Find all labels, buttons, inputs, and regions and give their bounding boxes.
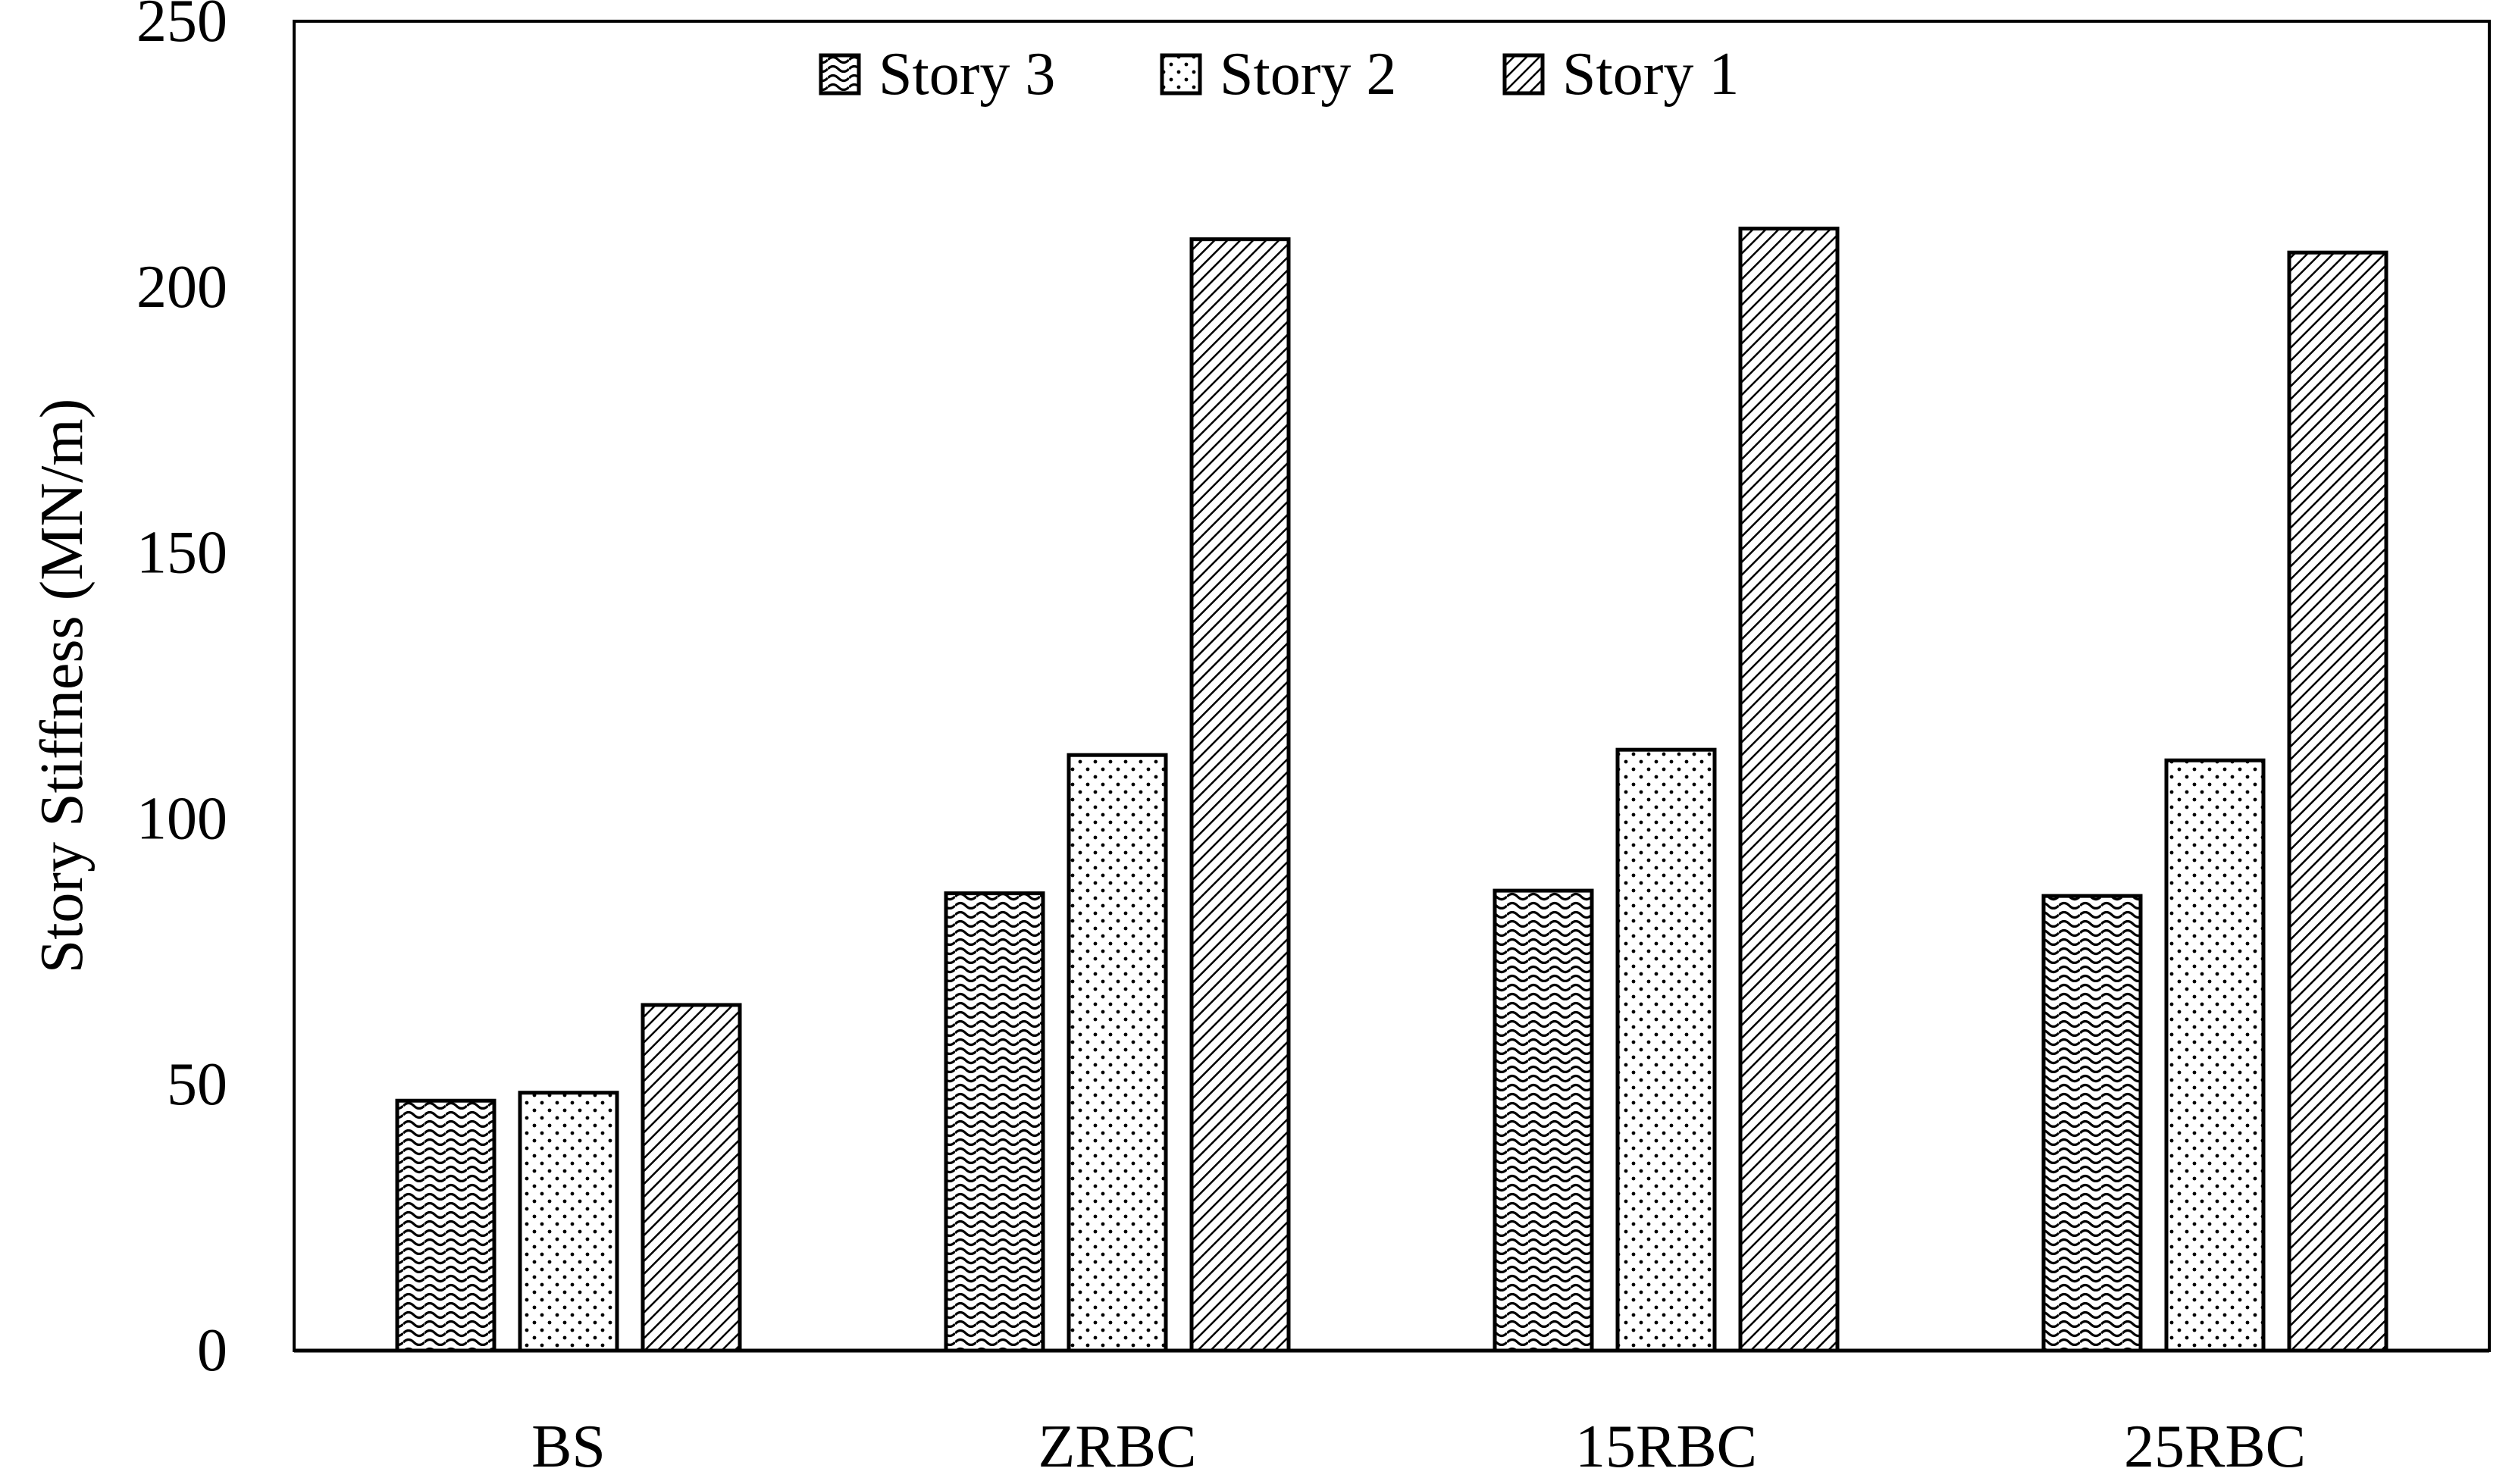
x-tick-label: 15RBC [1575,1414,1757,1480]
bar-story-1-zrbc [1189,237,1291,1353]
x-axis-ticks: BS ZRBC 15RBC 25RBC [531,1414,2306,1480]
legend-swatch-diagonal-hatch-icon [1502,53,1545,95]
legend-label: Story 2 [1220,41,1396,108]
bar-story-2-zrbc [1067,753,1168,1353]
bar-story-3-bs [395,1098,496,1353]
bar-story-1-bs [641,1003,742,1353]
legend: Story 3 Story 2 Story 1 [819,41,1739,108]
bar-story-2-15rbc [1615,747,1717,1353]
bars-group [395,227,2388,1353]
y-tick-label: 250 [136,0,227,55]
y-axis-label: Story Stiffness (MN/m) [29,399,96,974]
x-tick-label: 25RBC [2124,1414,2306,1480]
bar-story-3-25rbc [2041,894,2143,1353]
legend-swatch-dots-icon [1160,53,1202,95]
y-axis-ticks: 0 50 100 150 200 250 [136,0,227,1384]
bar-story-3-zrbc [944,891,1045,1353]
y-tick-label: 50 [167,1051,227,1118]
y-tick-label: 150 [136,520,227,587]
bar-story-2-25rbc [2164,758,2266,1353]
x-tick-label: ZRBC [1038,1414,1197,1480]
legend-label: Story 1 [1562,41,1739,108]
y-tick-label: 200 [136,254,227,321]
legend-label: Story 3 [879,41,1055,108]
bar-story-3-15rbc [1493,888,1594,1353]
bar-story-1-25rbc [2287,250,2388,1353]
bar-story-2-bs [518,1091,619,1353]
x-tick-label: BS [531,1414,606,1480]
legend-swatch-wave-icon [819,53,861,95]
y-tick-label: 0 [197,1317,227,1384]
plot-area-frame [293,20,2491,1352]
bar-story-1-15rbc [1738,227,1840,1353]
y-tick-label: 100 [136,785,227,852]
